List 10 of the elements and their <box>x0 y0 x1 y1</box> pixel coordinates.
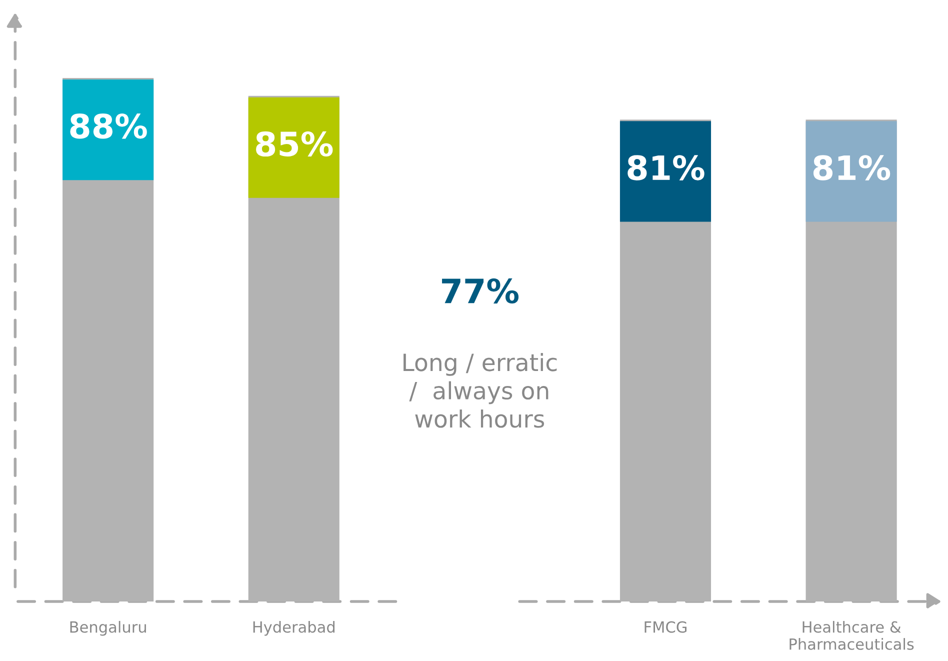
data-label: 81% <box>628 155 704 180</box>
x-tick-label: Hyderabad <box>253 620 334 636</box>
x-tick-label: Healthcare & Pharmaceuticals <box>790 620 914 650</box>
data-label: 81% <box>813 155 890 180</box>
annotation: Long / erratic / always on work hours <box>404 353 557 428</box>
x-tick-label: FMCG <box>644 621 686 633</box>
data-label: 88% <box>70 113 147 139</box>
data-label: 85% <box>256 131 333 157</box>
annotation: 77% <box>442 278 519 304</box>
x-tick-label: Bengaluru <box>70 620 146 636</box>
